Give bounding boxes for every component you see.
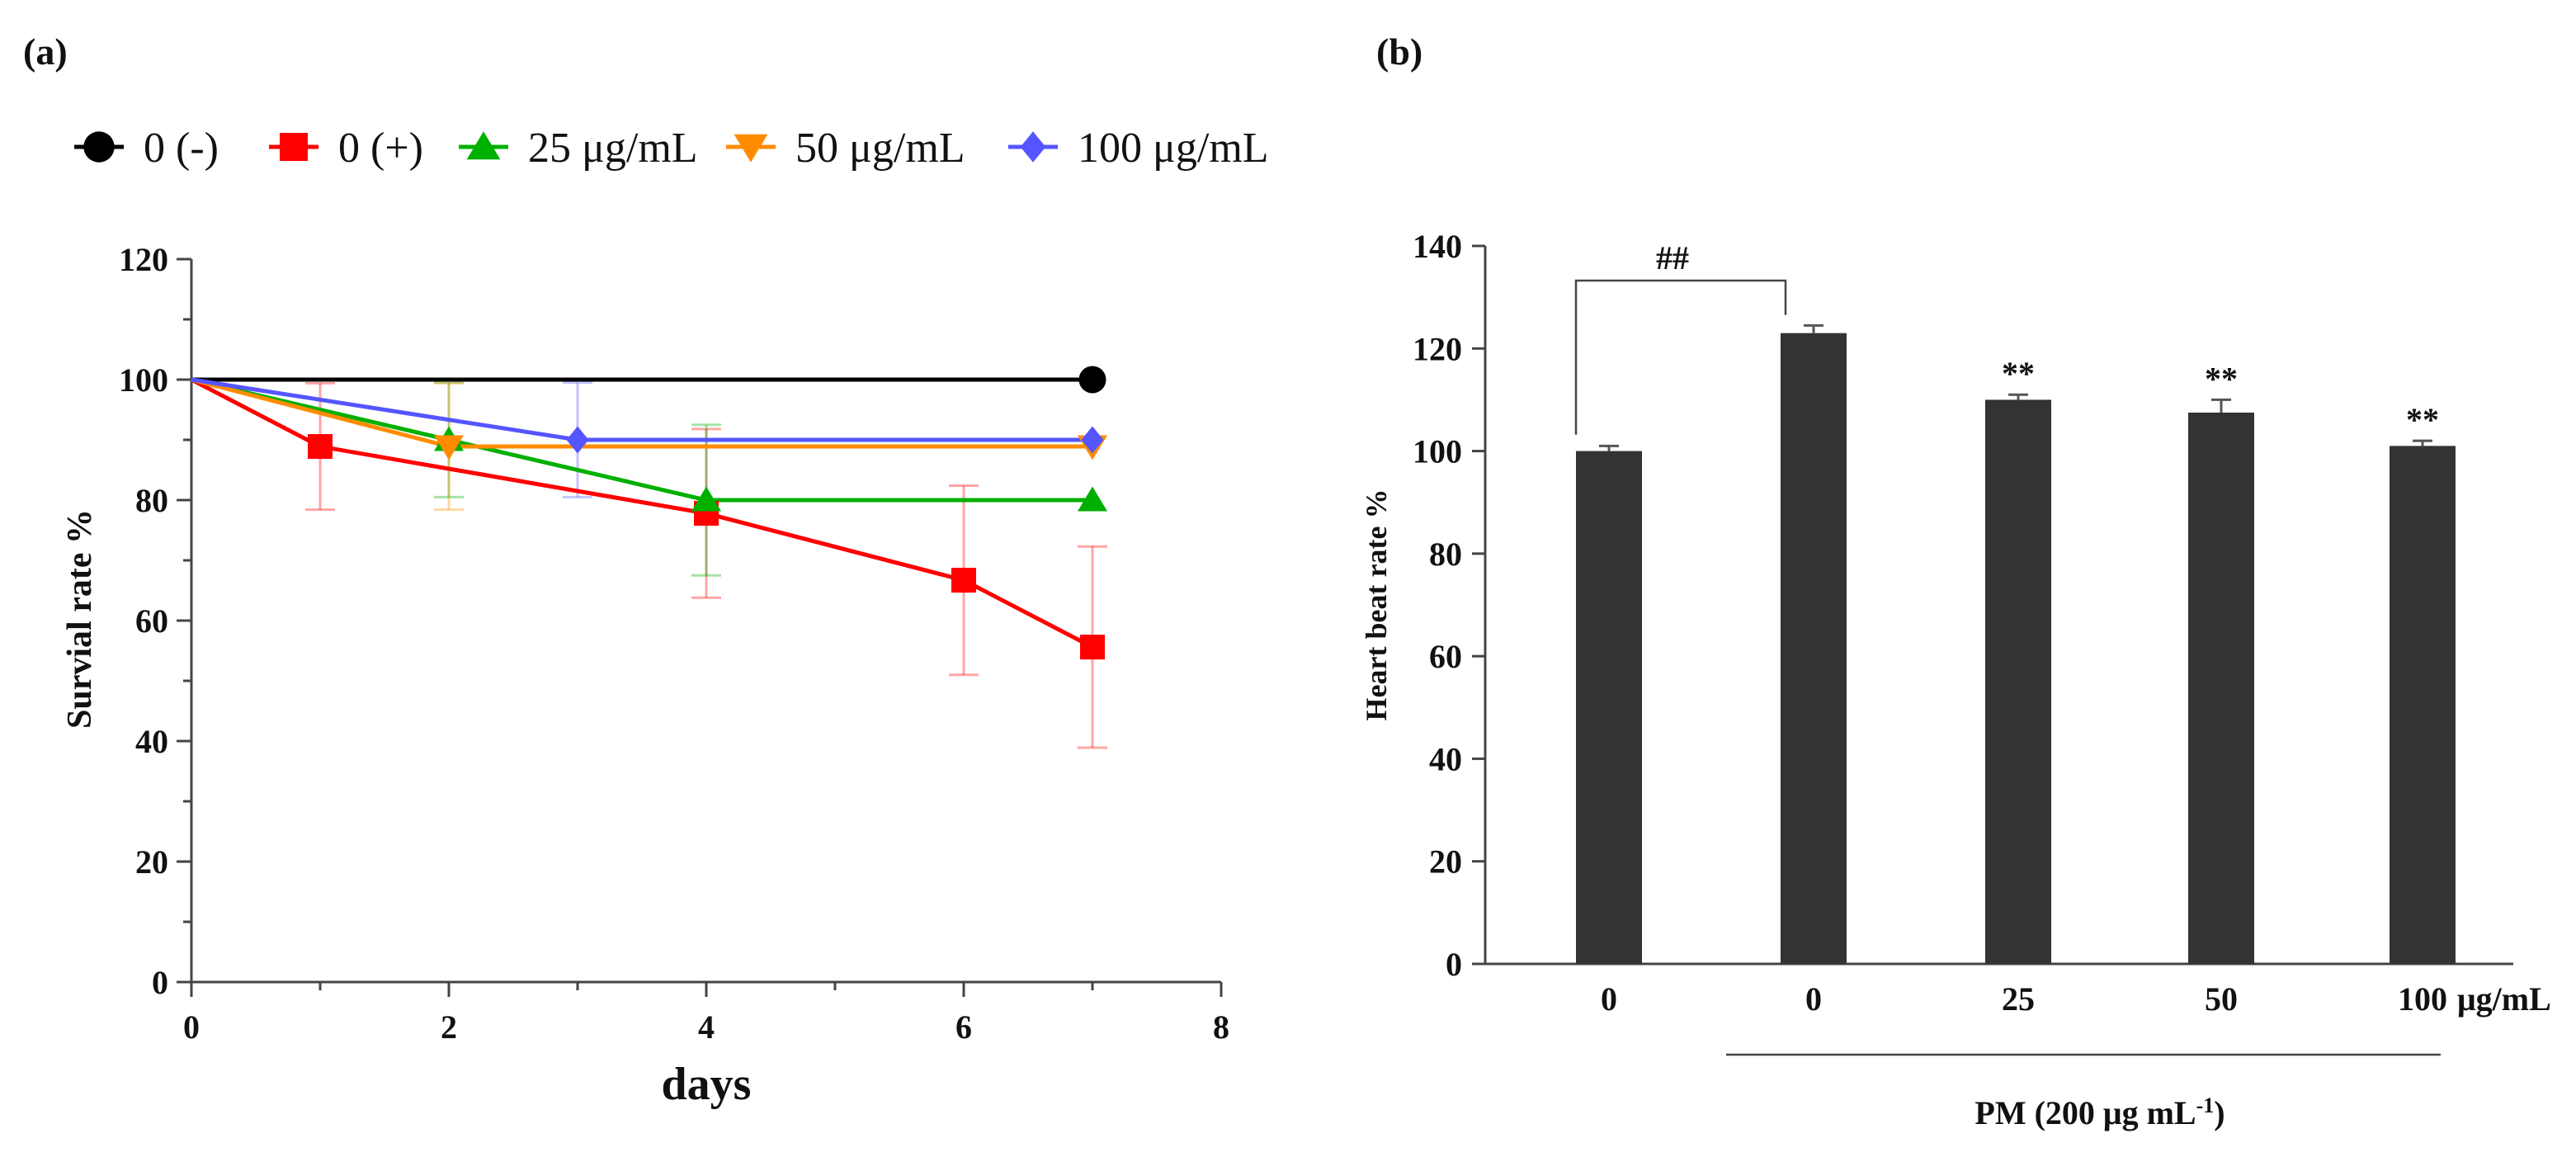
chart-b-category-label: 25 — [2002, 980, 2035, 1018]
chart-a-markers — [308, 366, 1107, 660]
chart-b-group-label: PM (200 μg mL-1) — [1974, 1093, 2225, 1131]
chart-b-bars — [1576, 333, 2456, 965]
chart-a-x-tick-label: 0 — [183, 1008, 200, 1046]
chart-b-bar — [1781, 333, 1847, 965]
chart-a-y-tick-label: 80 — [135, 482, 168, 519]
chart-b-bar — [2390, 446, 2456, 964]
chart-b-y-tick-label: 120 — [1413, 330, 1462, 367]
chart-b-category-label: 100 — [2398, 980, 2447, 1018]
chart-a-error-bars — [305, 381, 1107, 749]
chart-b-group-label-main: PM (200 μg mL — [1974, 1094, 2196, 1131]
chart-a-y-tick-label: 60 — [135, 602, 168, 640]
chart-b-significance: ** — [2406, 401, 2439, 438]
chart-b-bar — [1576, 451, 1642, 964]
chart-b-y-tick-label: 40 — [1429, 740, 1462, 777]
chart-b-y-tick-label: 140 — [1413, 228, 1462, 265]
chart-a-lines — [190, 377, 1094, 649]
chart-a-point — [951, 568, 976, 593]
chart-a-point — [1081, 426, 1104, 454]
chart-b-bar — [1985, 399, 2051, 964]
chart-b-y-tick-label: 80 — [1429, 536, 1462, 573]
chart-b-y-tick-label: 20 — [1429, 843, 1462, 881]
chart-a-line-series-2 — [191, 377, 1092, 503]
chart-b-group-label-sup: -1 — [2196, 1093, 2215, 1117]
chart-a-y-tick-label: 20 — [135, 843, 168, 881]
chart-b-y-tick-label: 60 — [1429, 638, 1462, 675]
chart-a-x-tick-label: 8 — [1213, 1008, 1229, 1046]
chart-a-line-series-1 — [190, 377, 1094, 649]
chart-a-x-tick-label: 6 — [955, 1008, 972, 1046]
chart-a-x-tick-label: 2 — [441, 1008, 457, 1046]
legend-label: 50 μg/mL — [795, 125, 965, 172]
chart-a-x-tick-label: 4 — [698, 1008, 715, 1046]
chart-a-y-tick-label: 40 — [135, 723, 168, 760]
chart-b-group-label-close: ) — [2214, 1094, 2225, 1131]
chart-b-category-label: 50 — [2205, 980, 2238, 1018]
panel-a-label: (a) — [23, 31, 68, 73]
chart-a-y-tick-label: 0 — [152, 964, 168, 1001]
chart-b-comparison-bracket — [1574, 279, 1787, 435]
heart-beat-rate-chart: 0 20 40 60 80 100 120 140 0 0 25 ** 50 ** 100 ** ## Hea… — [1360, 228, 2551, 1131]
legend-label: 100 μg/mL — [1078, 125, 1269, 172]
chart-b-ylabel: Heart beat rate % — [1360, 489, 1393, 721]
chart-b-bracket-label: ## — [1656, 239, 1689, 276]
chart-a-point — [691, 486, 721, 512]
legend-label: 0 (-) — [144, 125, 219, 172]
chart-a-point — [1078, 366, 1106, 394]
chart-b-annotations: 0 0 25 ** 50 ** 100 ** ## — [1574, 239, 2447, 1056]
legend-label: 25 μg/mL — [528, 125, 698, 172]
chart-b-error-bars — [1599, 323, 2432, 451]
chart-b-axes: 0 20 40 60 80 100 120 140 — [1413, 228, 2513, 983]
chart-b-unit-label: μg/mL — [2457, 980, 2551, 1018]
chart-a-point — [1080, 635, 1105, 660]
panel-b-label: (b) — [1376, 31, 1422, 73]
legend-marker — [734, 134, 768, 163]
chart-b-significance: ** — [2002, 355, 2035, 392]
chart-b-y-tick-label: 100 — [1413, 433, 1462, 470]
chart-a-xlabel: days — [662, 1059, 752, 1110]
chart-a-ylabel: Survial rate % — [61, 509, 99, 729]
chart-a-point — [1078, 486, 1107, 512]
chart-b-category-label: 0 — [1805, 980, 1822, 1018]
legend-label: 0 (+) — [338, 125, 423, 172]
chart-a-point — [566, 426, 589, 454]
chart-b-category-label: 0 — [1601, 980, 1617, 1018]
chart-b-y-tick-label: 0 — [1446, 946, 1462, 983]
chart-a-y-tick-label: 100 — [119, 361, 168, 399]
legend-marker — [466, 131, 501, 160]
legend-a: 0 (-) 0 (+) 25 μg/mL 50 μg/mL 100 μg/mL — [74, 125, 1269, 172]
legend-marker — [1020, 131, 1046, 163]
chart-a-point — [434, 435, 464, 460]
legend-marker — [280, 133, 308, 161]
chart-b-significance: ** — [2205, 360, 2238, 397]
chart-a-y-tick-label: 120 — [119, 241, 168, 278]
chart-b-bar — [2188, 412, 2254, 964]
legend-marker — [83, 131, 115, 163]
chart-a-point — [308, 434, 333, 460]
